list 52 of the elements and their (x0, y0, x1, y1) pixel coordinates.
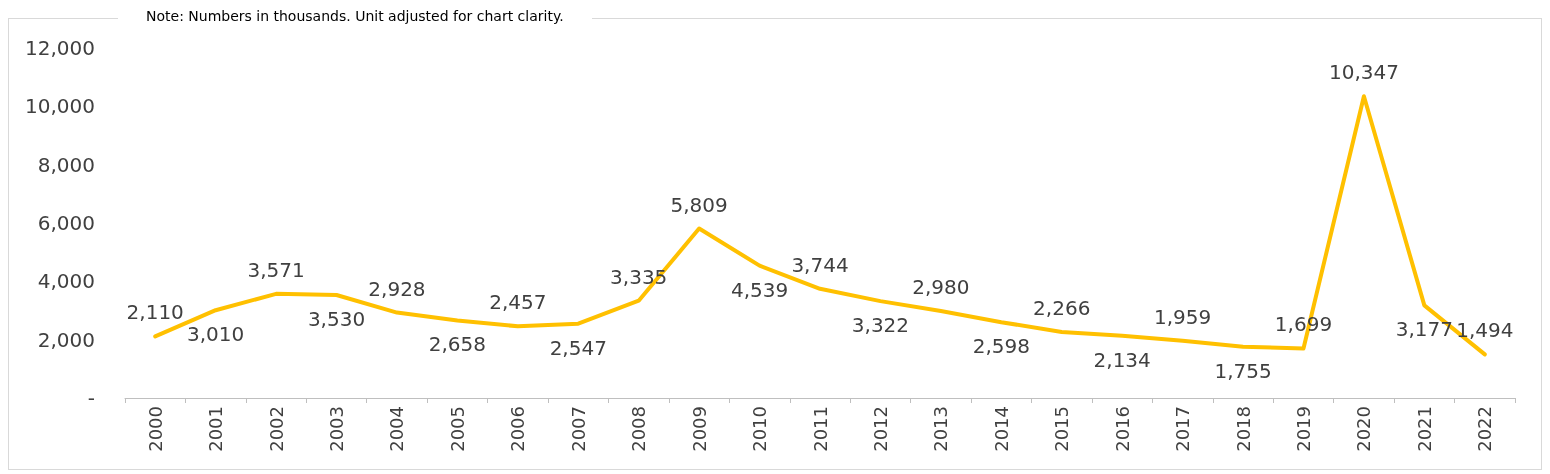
x-tick-label: 2007 (567, 406, 589, 452)
data-label: 2,547 (549, 335, 607, 360)
x-tick-label: 2001 (205, 406, 227, 452)
x-tick-label: 2016 (1111, 406, 1133, 452)
x-tick-label: 2015 (1051, 406, 1073, 452)
x-tick-label: 2006 (507, 406, 529, 452)
y-tick-label: 2,000 (37, 327, 95, 352)
x-tick-label: 2012 (869, 406, 891, 452)
x-tick-label: 2013 (930, 406, 952, 452)
x-tick-label: 2019 (1292, 406, 1314, 452)
data-label: 1,959 (1153, 304, 1212, 329)
y-tick-label: 6,000 (37, 211, 95, 235)
data-label: 2,980 (912, 275, 970, 300)
data-label: 5,809 (670, 192, 728, 217)
y-tick-label: 10,000 (25, 94, 95, 119)
x-tick-label: 2011 (809, 406, 831, 452)
data-label: 2,110 (126, 300, 184, 325)
data-label: 1,755 (1214, 358, 1272, 383)
x-tick-label: 2017 (1172, 406, 1194, 452)
data-label: 3,010 (187, 322, 245, 347)
data-label: 3,530 (307, 307, 366, 332)
y-tick-label: 12,000 (25, 36, 95, 60)
y-tick-label: - (87, 386, 95, 410)
x-tick-label: 2014 (990, 406, 1012, 452)
x-tick-label: 2008 (628, 406, 650, 452)
x-tick-label: 2005 (446, 406, 468, 452)
data-label: 3,571 (247, 257, 305, 282)
x-tick-label: 2003 (326, 406, 348, 452)
x-tick-label: 2021 (1413, 406, 1435, 452)
data-label: 2,266 (1033, 295, 1091, 320)
data-label: 4,539 (730, 277, 789, 302)
x-tick-label: 2009 (688, 406, 710, 452)
data-label: 2,457 (489, 290, 547, 315)
data-label: 3,322 (851, 313, 910, 338)
x-tick-label: 2010 (749, 406, 771, 452)
x-tick-label: 2000 (144, 406, 166, 452)
data-label: 10,347 (1328, 60, 1399, 85)
y-tick-label: 4,000 (37, 269, 95, 294)
data-label: 3,744 (791, 252, 849, 277)
x-tick-label: 2018 (1232, 406, 1254, 452)
data-label: 2,658 (428, 332, 487, 357)
x-tick-label: 2020 (1353, 406, 1375, 452)
data-label: 2,598 (972, 334, 1030, 359)
data-label: 3,177 (1395, 317, 1453, 342)
data-label: 2,134 (1093, 347, 1151, 372)
text: Note: Numbers in thousands. Unit adjusted for chart clarity. (118, 8, 592, 24)
x-tick-label: 2004 (386, 406, 408, 452)
x-tick-label: 2022 (1474, 406, 1496, 452)
x-tick-label: 2002 (265, 406, 287, 452)
y-tick-label: 8,000 (37, 152, 95, 177)
data-label: 1,494 (1456, 318, 1514, 343)
data-label: 2,928 (368, 276, 426, 301)
